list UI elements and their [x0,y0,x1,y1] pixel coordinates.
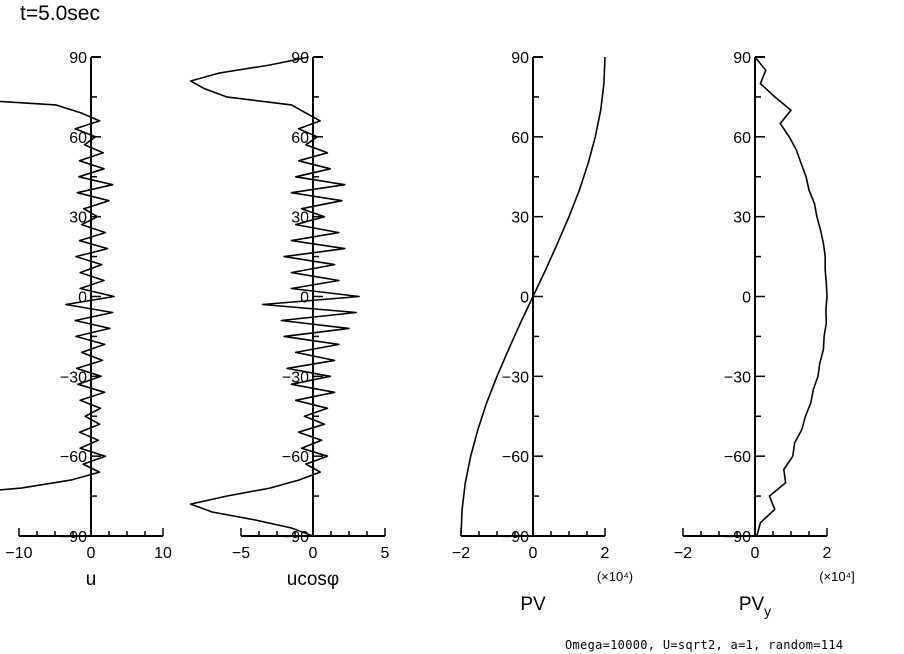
panel-PVy-x-tick-label: −2 [674,545,692,562]
panel-PVy-x-tick-label: 0 [751,545,760,562]
panel-PV-x-tick-label: 2 [601,545,610,562]
panel-ucos-x-label: ucosφ [287,569,339,590]
panel-ucos-y-tick-label: −90 [282,529,309,546]
parameters-footer: Omega=10000, U=sqrt2, a=1, random=114 [565,638,844,652]
panel-PVy-multiplier: (×10⁴] [819,569,855,584]
panel-ucos-y-tick-label: 0 [300,290,309,307]
panel-PVy-y-tick-label: −60 [724,449,751,466]
panel-u-y-tick-label: 90 [69,50,87,67]
panel-u-x-tick-label: 10 [154,545,172,562]
panel-u-y-tick-label: −30 [60,369,87,386]
panel-PV-x-tick-label: −2 [452,545,470,562]
panel-u-x-tick-label: −10 [5,545,32,562]
panel-u-y-tick-label: −90 [60,529,87,546]
panel-PV-curve [460,56,606,537]
panel-PVy-y-tick-label: 60 [733,130,751,147]
panel-PV-y-tick-label: −90 [502,529,529,546]
panel-ucos-curve [189,56,360,537]
panel-u-curve [0,100,115,491]
panel-PV-x-label: PV [520,594,546,615]
panel-PVy-curve [754,56,828,537]
panel-ucos-x-tick-label: 5 [381,545,390,562]
panel-ucos-x-tick-label: −5 [232,545,250,562]
panel-u-x-label: u [86,569,97,590]
panel-PVy-x-tick-label: 2 [823,545,832,562]
panel-ucos-y-tick-label: 60 [291,130,309,147]
panel-PVy-y-tick-label: −30 [724,369,751,386]
panel-PVy-y-tick-label: 90 [733,50,751,67]
panel-PV-y-tick-label: −30 [502,369,529,386]
panel-ucos-x-tick-label: 0 [309,545,318,562]
panel-PV-multiplier: (×10⁴) [597,569,633,584]
panel-PV-y-tick-label: 0 [520,290,529,307]
panel-u-y-tick-label: 60 [69,130,87,147]
panel-u-y-tick-label: −60 [60,449,87,466]
panel-PVy-y-tick-label: 0 [742,290,751,307]
panel-ucos-y-tick-label: −60 [282,449,309,466]
panel-PV-y-tick-label: 90 [511,50,529,67]
panel-u-x-tick-label: 0 [87,545,96,562]
panel-u-y-tick-label: 0 [78,290,87,307]
panel-PV-y-tick-label: 30 [511,210,529,227]
panel-u-y-tick-label: 30 [69,210,87,227]
panel-PV-y-tick-label: −60 [502,449,529,466]
panel-PV-x-tick-label: 0 [529,545,538,562]
time-label: t=5.0sec [20,2,100,25]
panel-PVy-y-tick-label: −90 [724,529,751,546]
panel-PVy-y-tick-label: 30 [733,210,751,227]
panel-PVy-x-label-subscript: y [764,603,771,619]
panel-PVy-x-label: PVy [739,594,771,619]
panel-PV-y-tick-label: 60 [511,130,529,147]
